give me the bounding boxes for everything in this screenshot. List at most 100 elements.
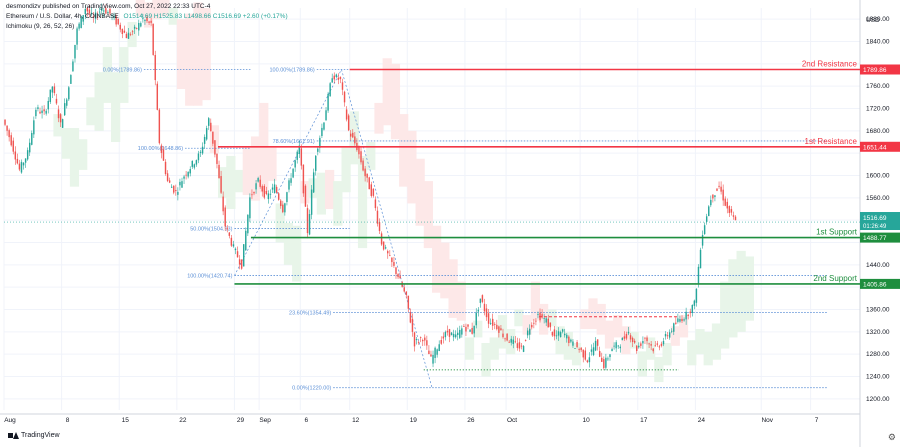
candle-body bbox=[547, 318, 549, 328]
candle-body bbox=[261, 186, 263, 192]
cloud-segment bbox=[209, 125, 219, 154]
fib-label: 0.00%(1789.86) bbox=[103, 67, 142, 73]
candle-body bbox=[29, 142, 31, 153]
candle-body bbox=[232, 244, 235, 247]
candle-body bbox=[212, 131, 214, 144]
candle-body bbox=[189, 169, 191, 174]
candle-body bbox=[407, 295, 410, 309]
candle-body bbox=[117, 18, 119, 25]
price-tag bbox=[860, 278, 900, 289]
fib-label: 50.00%(1504.93) bbox=[190, 227, 232, 233]
candle-body bbox=[564, 333, 566, 336]
candle-body bbox=[59, 114, 62, 123]
candle-body bbox=[726, 201, 728, 209]
candle-body bbox=[656, 343, 659, 345]
candle-body bbox=[703, 225, 706, 235]
cloud-segment bbox=[423, 181, 433, 249]
candle-body bbox=[236, 251, 239, 258]
candle-body bbox=[403, 287, 405, 292]
candle-body bbox=[127, 32, 130, 39]
candle-body bbox=[582, 349, 584, 358]
candle-body bbox=[329, 83, 331, 97]
candle-body bbox=[259, 179, 261, 187]
cloud-segment bbox=[267, 147, 277, 182]
candle-body bbox=[208, 118, 210, 126]
candle-body bbox=[55, 98, 58, 104]
candle-body bbox=[86, 7, 89, 12]
tradingview-brand[interactable]: TradingView bbox=[8, 432, 60, 439]
candle-body bbox=[732, 215, 735, 217]
x-tick-label: 24 bbox=[698, 417, 706, 424]
candle-body bbox=[432, 354, 434, 364]
cloud-segment bbox=[596, 303, 606, 335]
candle-body bbox=[255, 183, 257, 190]
candle-body bbox=[498, 326, 500, 333]
candle-body bbox=[197, 153, 200, 161]
candle-body bbox=[687, 314, 689, 317]
cloud-segment bbox=[176, 19, 187, 89]
candle-body bbox=[249, 197, 251, 219]
level-name: 1st Resistance bbox=[805, 137, 858, 146]
candle-body bbox=[508, 341, 510, 343]
candle-body bbox=[646, 337, 648, 342]
candle-body bbox=[370, 184, 373, 196]
candle-body bbox=[49, 89, 52, 102]
candle-body bbox=[681, 318, 683, 322]
cloud-segment bbox=[316, 172, 326, 215]
candle-body bbox=[541, 314, 543, 318]
indicator-legend[interactable]: Ichimoku (9, 26, 52, 26) bbox=[6, 23, 75, 30]
candle-body bbox=[592, 347, 595, 356]
cloud-segment bbox=[226, 155, 236, 209]
candle-body bbox=[705, 216, 708, 222]
candle-body bbox=[457, 332, 459, 336]
y-tick-label: 1280.00 bbox=[866, 351, 890, 358]
candle-body bbox=[607, 358, 609, 360]
gear-icon[interactable]: ⚙ bbox=[887, 432, 896, 442]
candle-body bbox=[80, 16, 82, 29]
price-tag bbox=[860, 64, 900, 75]
cloud-segment bbox=[637, 351, 647, 377]
candle-body bbox=[677, 318, 679, 322]
candle-body bbox=[436, 349, 438, 355]
candle-body bbox=[6, 125, 8, 131]
candle-body bbox=[294, 160, 296, 168]
time-axis[interactable]: Aug 8 15 22 29 Sep 6 12 19 26 Oct 10 17 24 Nov 7 bbox=[4, 417, 819, 424]
candle-body bbox=[280, 200, 282, 207]
cloud-segment bbox=[728, 259, 738, 338]
fib-label: 100.00%(1648.86) bbox=[138, 146, 183, 152]
candle-body bbox=[510, 338, 512, 343]
cloud-segment bbox=[168, 8, 178, 25]
cloud-segment bbox=[481, 343, 491, 377]
cloud-segment bbox=[135, 0, 145, 17]
symbol-legend[interactable]: Ethereum / U.S. Dollar, 4h, COINBASE O15… bbox=[6, 13, 291, 20]
cloud-segment bbox=[720, 281, 730, 349]
candle-body bbox=[230, 237, 233, 246]
candle-body bbox=[8, 130, 10, 138]
candle-body bbox=[284, 203, 286, 213]
price-axis[interactable]: USD 1200.00 1240.00 1280.00 1320.00 1360.00 14… bbox=[866, 16, 890, 403]
candle-body bbox=[442, 336, 445, 339]
cloud-segment bbox=[547, 309, 557, 327]
y-tick-label: 1360.00 bbox=[866, 307, 890, 314]
candle-body bbox=[37, 107, 39, 109]
candle-body bbox=[594, 340, 597, 351]
candle-body bbox=[292, 168, 294, 178]
candle-body bbox=[238, 259, 241, 265]
candle-body bbox=[522, 346, 525, 352]
y-tick-label: 1840.00 bbox=[866, 39, 890, 46]
candle-body bbox=[603, 359, 605, 369]
cloud-segment bbox=[111, 72, 121, 142]
candle-body bbox=[382, 241, 385, 250]
cloud-segment bbox=[736, 250, 746, 332]
tradingview-logo-icon bbox=[8, 432, 19, 439]
candle-body bbox=[596, 339, 599, 346]
candle-body bbox=[409, 312, 412, 323]
x-tick-label: Oct bbox=[507, 417, 517, 424]
candle-body bbox=[362, 160, 364, 171]
candle-body bbox=[319, 137, 321, 148]
candle-body bbox=[454, 334, 457, 338]
x-tick-label: 6 bbox=[304, 417, 308, 424]
symbol-name: Ethereum / U.S. Dollar, 4h, COINBASE bbox=[6, 13, 119, 20]
candle-body bbox=[96, 16, 99, 18]
